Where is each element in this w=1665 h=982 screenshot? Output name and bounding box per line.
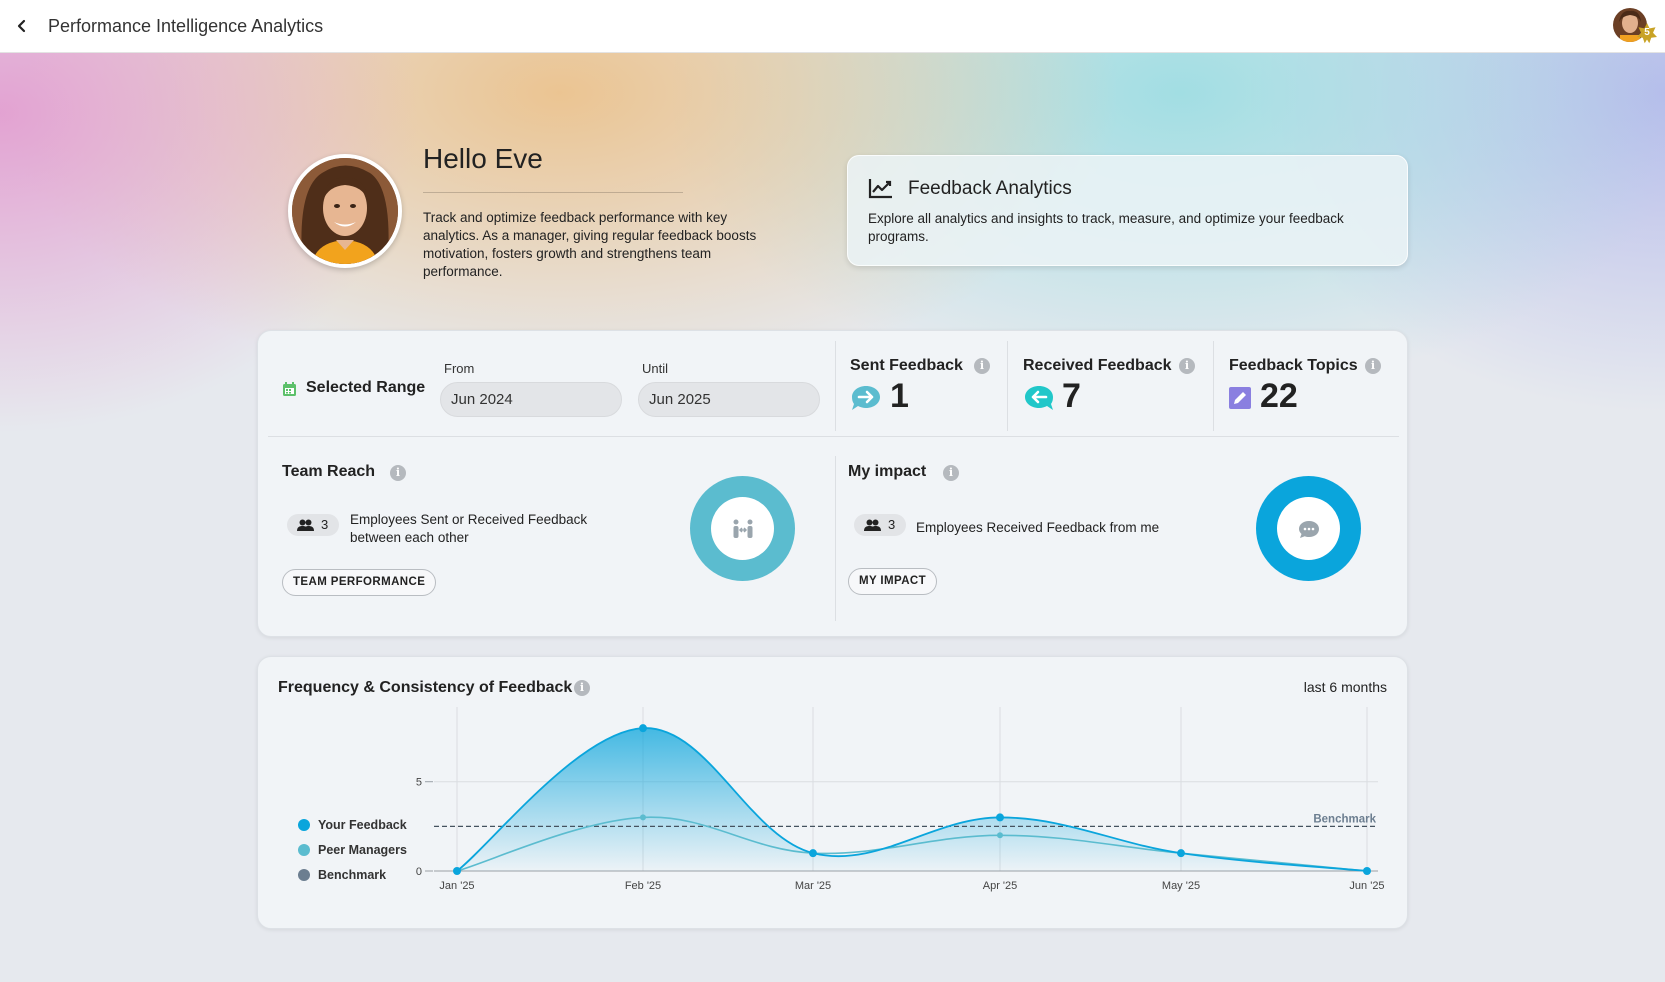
legend-dot [298,868,310,881]
team-performance-button[interactable]: TEAM PERFORMANCE [282,569,437,596]
x-tick-label: Apr '25 [983,880,1018,892]
level-badge: 5 [1636,22,1658,44]
benchmark-label: Benchmark [1313,813,1376,825]
received-feedback-label: Received Feedback [1023,357,1172,374]
legend-label: Benchmark [318,867,387,882]
info-icon[interactable]: i [943,465,959,481]
feedback-topics-label: Feedback Topics [1229,357,1358,374]
from-date-field[interactable]: Jun 2024 [440,382,622,417]
greeting-description: Track and optimize feedback performance … [423,210,757,279]
your-feedback-line [456,727,1368,872]
team-reach-count-pill: 3 [287,514,339,536]
info-icon[interactable]: i [1179,358,1195,374]
trending-chart-icon [868,179,892,199]
divider [1213,341,1214,431]
selected-range-label: Selected Range [306,379,426,396]
team-reach-count: 3 [321,517,329,532]
x-tick-label: Mar '25 [795,880,831,892]
chat-bubble-icon [1298,520,1319,538]
users-icon [864,519,881,531]
your-feedback-area [457,728,1367,871]
greeting-heading: Hello Eve [423,143,543,174]
your-feedback-point [809,849,817,858]
received-feedback-icon [1025,386,1053,410]
chart-legend: Your Feedback Peer Managers Benchmark [298,812,407,887]
x-tick-label: May '25 [1162,880,1200,892]
back-button[interactable] [2,6,42,46]
your-feedback-point [1177,849,1185,858]
your-feedback-point [639,724,647,733]
people-connect-icon [733,519,752,538]
feedback-topics-value: 22 [1260,377,1298,415]
app-title: Performance Intelligence Analytics [48,15,324,36]
my-impact-count-pill: 3 [854,514,906,536]
divider [268,436,1399,437]
until-label: Until [642,361,669,376]
x-tick-label: Jan '25 [439,880,474,892]
chart-range-label: last 6 months [1303,679,1387,695]
feedback-analytics-card[interactable]: Feedback Analytics Explore all analytics… [847,155,1408,266]
frequency-chart: 0 5 Jan '25 Feb '25 Mar '25 Apr '25 May '25 Jun… [416,707,1385,892]
legend-item[interactable]: Peer Managers [298,837,407,862]
profile-picture [288,154,402,268]
legend-item[interactable]: Your Feedback [298,812,407,837]
team-reach-description: Employees Sent or Received Feedback betw… [350,512,588,545]
my-impact-count: 3 [888,517,896,532]
top-bar: Performance Intelligence Analytics 5 [0,0,1665,53]
sent-feedback-value: 1 [890,377,909,415]
users-icon [297,519,314,531]
divider [835,341,836,431]
profile-portrait-icon [292,158,398,264]
level-badge-value: 5 [1644,27,1650,38]
sent-feedback-label: Sent Feedback [850,357,963,374]
peer-managers-point [640,814,646,821]
info-icon[interactable]: i [1365,358,1381,374]
info-icon[interactable]: i [974,358,990,374]
peer-managers-point [997,832,1003,839]
team-reach-title: Team Reach [282,463,376,480]
my-impact-button[interactable]: MY IMPACT [848,568,938,595]
divider [1007,341,1008,431]
calendar-icon [283,382,296,396]
legend-item[interactable]: Benchmark [298,862,407,887]
y-tick-label: 5 [416,777,422,789]
edit-pencil-icon [1229,387,1251,409]
legend-label: Your Feedback [318,817,407,832]
my-impact-title: My impact [848,463,927,480]
chevron-left-icon [17,19,26,33]
avatar-portrait-icon [1613,8,1647,42]
my-impact-description: Employees Received Feedback from me [916,520,1160,535]
chart-title: Frequency & Consistency of Feedback [278,679,573,696]
feedback-analytics-description: Explore all analytics and insights to tr… [868,211,1344,244]
divider [835,456,836,621]
from-label: From [444,361,475,376]
y-tick-label: 0 [416,866,422,878]
your-feedback-point [453,867,461,875]
info-icon[interactable]: i [574,680,590,696]
received-feedback-value: 7 [1062,377,1081,415]
stats-panel: Selected Range From Jun 2024 Until Jun 2… [257,330,1408,637]
legend-dot [298,818,310,831]
info-icon[interactable]: i [390,465,406,481]
sent-feedback-icon [852,386,880,410]
feedback-analytics-title: Feedback Analytics [908,178,1072,199]
my-impact-ring [1256,476,1361,581]
your-feedback-point [1363,867,1371,875]
greeting-divider [423,192,683,193]
legend-label: Peer Managers [318,842,407,857]
user-avatar[interactable] [1613,8,1647,42]
star-badge-icon [1637,23,1657,44]
x-tick-label: Jun '25 [1349,880,1384,892]
frequency-chart-panel: Frequency & Consistency of Feedback i la… [257,656,1408,929]
until-date-field[interactable]: Jun 2025 [638,382,820,417]
legend-dot [298,843,310,856]
team-reach-ring [690,476,795,581]
x-tick-label: Feb '25 [625,880,661,892]
your-feedback-point [996,813,1004,822]
